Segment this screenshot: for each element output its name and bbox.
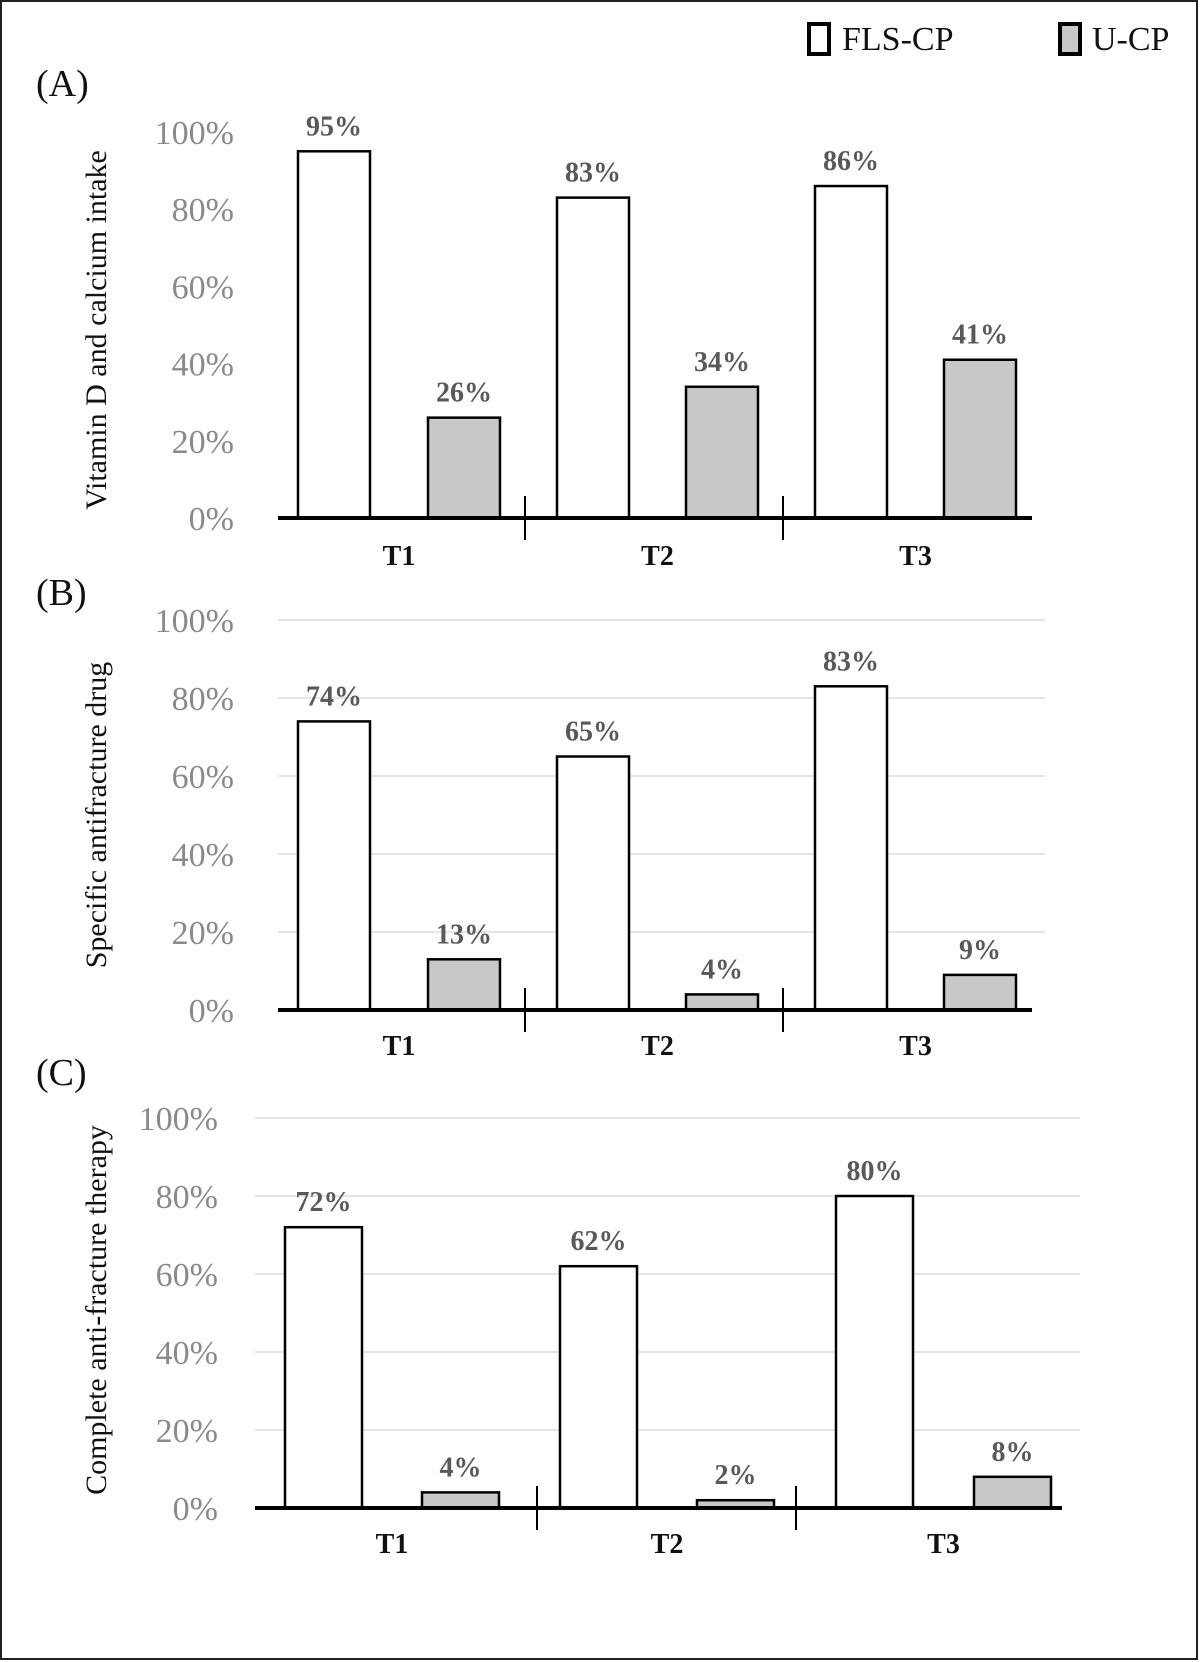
data-labels: 74% 65% 83% 13% 4% 9% xyxy=(306,646,1001,985)
data-label: 83% xyxy=(565,158,621,189)
x-category-label: T3 xyxy=(899,541,932,572)
bar-fls-cp-t1 xyxy=(283,1225,364,1510)
legend-label-fls-cp: FLS-CP xyxy=(842,21,954,58)
y-axis-label: Vitamin D and calcium intake xyxy=(80,150,113,510)
data-label: 9% xyxy=(959,935,1001,966)
legend-swatch-u-cp xyxy=(1058,22,1082,56)
bar-fls-cp-t1 xyxy=(296,150,372,520)
data-label: 74% xyxy=(306,681,362,712)
legend: FLS-CP U-CP xyxy=(807,21,1169,58)
legend-label-u-cp: U-CP xyxy=(1092,21,1169,58)
x-axis xyxy=(255,1486,1062,1530)
data-label: 86% xyxy=(823,146,879,177)
data-label: 65% xyxy=(565,717,621,748)
y-tick-label: 40% xyxy=(172,347,234,384)
bar-fls-cp-t3 xyxy=(813,184,889,520)
data-labels: 72% 62% 80% 4% 2% 8% xyxy=(296,1156,1034,1491)
y-tick-label: 20% xyxy=(172,915,234,952)
data-label: 80% xyxy=(847,1156,903,1187)
x-category-label: T3 xyxy=(899,1031,932,1062)
x-category-label: T1 xyxy=(383,1031,416,1062)
bar-fls-cp-t2 xyxy=(555,755,631,1012)
y-tick-label: 40% xyxy=(172,837,234,874)
panel-c: (C) Complete anti-fracture therapy 0% 20%… xyxy=(36,1052,1080,1560)
bar-fls-cp-t3 xyxy=(813,685,889,1012)
x-category-label: T2 xyxy=(641,541,674,572)
y-tick-label: 0% xyxy=(173,1491,218,1528)
y-tick-label: 100% xyxy=(155,115,234,152)
bar-fls-cp-t1 xyxy=(296,720,372,1012)
bar-u-cp-t1 xyxy=(426,958,502,1012)
y-ticks: 0% 20% 40% 60% 80% 100% xyxy=(139,1101,218,1528)
bar-u-cp-t2 xyxy=(684,993,760,1012)
x-axis xyxy=(278,988,1032,1032)
panel-label: (C) xyxy=(36,1052,87,1094)
y-ticks: 0% 20% 40% 60% 80% 100% xyxy=(155,603,234,1030)
y-tick-label: 80% xyxy=(172,192,234,229)
y-tick-label: 60% xyxy=(156,1257,218,1294)
y-tick-label: 0% xyxy=(189,993,234,1030)
bar-u-cp-t1 xyxy=(420,1491,501,1510)
y-tick-label: 20% xyxy=(172,424,234,461)
y-tick-label: 40% xyxy=(156,1335,218,1372)
bars xyxy=(296,685,1018,1012)
gridlines xyxy=(255,1117,1080,1431)
y-tick-label: 80% xyxy=(156,1179,218,1216)
gridlines xyxy=(278,619,1045,933)
x-category-label: T2 xyxy=(641,1031,674,1062)
data-label: 34% xyxy=(694,347,750,378)
data-label: 8% xyxy=(992,1437,1034,1468)
y-tick-label: 100% xyxy=(139,1101,218,1138)
bar-fls-cp-t2 xyxy=(555,196,631,520)
legend-swatch-fls-cp xyxy=(807,22,831,56)
data-label: 83% xyxy=(823,646,879,677)
x-categories: T1 T2 T3 xyxy=(383,1031,932,1062)
data-labels: 95% 83% 86% 26% 34% 41% xyxy=(306,111,1008,408)
bar-u-cp-t2 xyxy=(684,385,760,520)
x-axis xyxy=(278,496,1032,540)
y-axis-label: Complete anti-fracture therapy xyxy=(80,1125,113,1495)
x-category-label: T3 xyxy=(927,1529,960,1560)
data-label: 2% xyxy=(715,1460,757,1491)
data-label: 62% xyxy=(571,1226,627,1257)
bar-u-cp-t3 xyxy=(972,1475,1053,1510)
bar-u-cp-t1 xyxy=(426,416,502,520)
y-tick-label: 60% xyxy=(172,759,234,796)
data-label: 41% xyxy=(952,320,1008,351)
data-label: 13% xyxy=(436,919,492,950)
data-label: 4% xyxy=(440,1452,482,1483)
y-axis-label: Specific antifracture drug xyxy=(80,662,113,969)
x-category-label: T2 xyxy=(651,1529,684,1560)
panel-b: (B) Specific antifracture drug 0% 20% 40% 6… xyxy=(36,572,1045,1062)
x-category-label: T1 xyxy=(376,1529,409,1560)
bar-u-cp-t3 xyxy=(942,358,1018,520)
y-tick-label: 0% xyxy=(189,501,234,538)
data-label: 72% xyxy=(296,1187,352,1218)
bar-u-cp-t3 xyxy=(942,973,1018,1012)
y-tick-label: 80% xyxy=(172,681,234,718)
x-category-label: T1 xyxy=(383,541,416,572)
y-tick-label: 20% xyxy=(156,1413,218,1450)
data-label: 95% xyxy=(306,111,362,142)
y-tick-label: 100% xyxy=(155,603,234,640)
panel-label: (B) xyxy=(36,572,87,614)
x-categories: T1 T2 T3 xyxy=(383,541,932,572)
data-label: 4% xyxy=(701,954,743,985)
panel-a: (A) Vitamin D and calcium intake 0% 20% 40… xyxy=(36,63,1032,572)
y-ticks: 0% 20% 40% 60% 80% 100% xyxy=(155,115,234,538)
y-tick-label: 60% xyxy=(172,269,234,306)
x-categories: T1 T2 T3 xyxy=(376,1529,960,1560)
bars xyxy=(296,150,1018,520)
panel-label: (A) xyxy=(36,63,89,105)
bar-fls-cp-t2 xyxy=(558,1264,639,1510)
bar-fls-cp-t3 xyxy=(834,1194,915,1510)
data-label: 26% xyxy=(436,378,492,409)
